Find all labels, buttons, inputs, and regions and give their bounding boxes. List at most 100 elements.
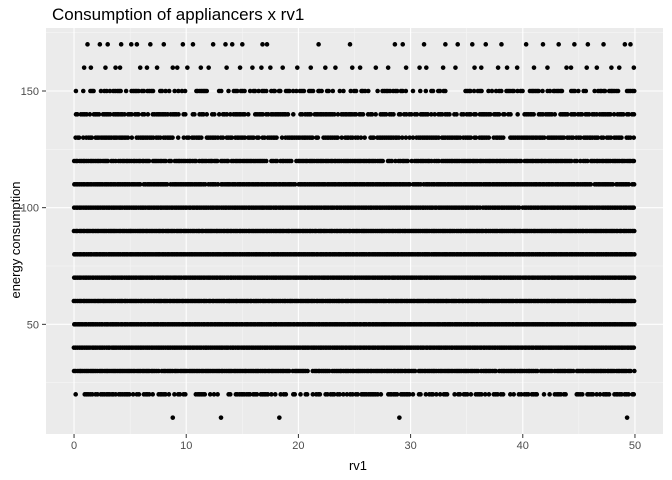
data-point	[298, 392, 303, 397]
data-point	[223, 42, 228, 47]
data-point	[457, 392, 463, 397]
x-tick-label: 0	[71, 440, 77, 452]
data-point	[211, 392, 217, 397]
data-point	[136, 392, 142, 397]
data-point	[242, 88, 247, 94]
data-point	[292, 182, 298, 187]
data-point	[129, 112, 134, 117]
data-point	[337, 88, 343, 94]
data-point	[229, 135, 235, 140]
data-point	[432, 112, 437, 117]
data-point	[534, 368, 540, 374]
data-point	[323, 65, 328, 70]
data-point	[632, 368, 637, 374]
data-point	[500, 135, 506, 140]
data-point	[396, 135, 402, 140]
data-point	[136, 112, 141, 117]
data-point	[353, 112, 359, 117]
data-point	[499, 42, 504, 47]
data-point	[90, 392, 95, 397]
data-point	[457, 135, 463, 140]
data-point	[166, 88, 172, 94]
data-point	[434, 392, 439, 397]
data-point	[486, 392, 492, 397]
data-point	[585, 42, 591, 47]
data-point	[335, 135, 340, 140]
data-point	[210, 42, 216, 47]
data-point	[631, 392, 637, 397]
data-point	[511, 88, 517, 94]
data-point	[215, 182, 221, 187]
data-point	[96, 112, 102, 117]
data-point	[621, 112, 626, 117]
data-point	[283, 392, 289, 397]
data-point	[478, 65, 484, 70]
data-point	[486, 88, 491, 94]
data-point	[331, 392, 337, 397]
data-point	[362, 135, 367, 140]
data-point	[179, 88, 185, 94]
data-point	[631, 112, 637, 117]
data-point	[105, 42, 110, 47]
data-point	[97, 42, 103, 47]
data-point	[631, 65, 637, 70]
data-point	[260, 112, 266, 117]
data-point	[156, 368, 161, 374]
y-axis-title: energy consumption	[8, 181, 23, 298]
data-point	[568, 158, 574, 164]
data-point	[378, 392, 384, 397]
data-point	[373, 65, 379, 70]
data-point	[277, 88, 283, 94]
data-point	[488, 112, 493, 117]
data-point	[181, 135, 187, 140]
data-point	[547, 88, 553, 94]
data-point	[541, 392, 547, 397]
data-point	[204, 112, 210, 117]
data-point	[256, 88, 261, 94]
data-point	[326, 88, 332, 94]
data-point	[479, 392, 484, 397]
data-point	[541, 135, 547, 140]
data-point	[308, 112, 314, 117]
data-point	[400, 42, 406, 47]
data-point	[224, 65, 229, 70]
data-points	[71, 42, 637, 420]
data-point	[468, 112, 473, 117]
data-point	[583, 88, 589, 94]
data-point	[515, 112, 520, 117]
data-point	[423, 392, 429, 397]
data-point	[227, 392, 233, 397]
data-point	[407, 182, 412, 187]
data-point	[250, 65, 255, 70]
data-point	[608, 112, 613, 117]
data-point	[508, 112, 513, 117]
data-point	[365, 88, 371, 94]
data-point	[264, 42, 270, 47]
data-point	[547, 392, 552, 397]
data-point	[493, 368, 498, 374]
data-point	[398, 112, 403, 117]
data-point	[123, 88, 129, 94]
data-point	[570, 368, 576, 374]
data-point	[534, 392, 540, 397]
data-point	[202, 392, 208, 397]
data-point	[174, 65, 180, 70]
data-point	[412, 368, 418, 374]
data-point	[158, 135, 163, 140]
data-point	[409, 112, 414, 117]
data-point	[117, 65, 123, 70]
data-point	[104, 88, 109, 94]
data-point	[285, 112, 291, 117]
data-point	[389, 158, 395, 164]
data-point	[279, 135, 285, 140]
data-point	[610, 182, 616, 187]
data-point	[455, 42, 461, 47]
data-point	[410, 88, 416, 94]
data-point	[473, 135, 479, 140]
data-point	[333, 65, 338, 70]
data-point	[387, 88, 393, 94]
data-point	[170, 65, 176, 70]
data-point	[294, 65, 300, 70]
data-point	[628, 42, 633, 47]
data-point	[495, 65, 501, 70]
